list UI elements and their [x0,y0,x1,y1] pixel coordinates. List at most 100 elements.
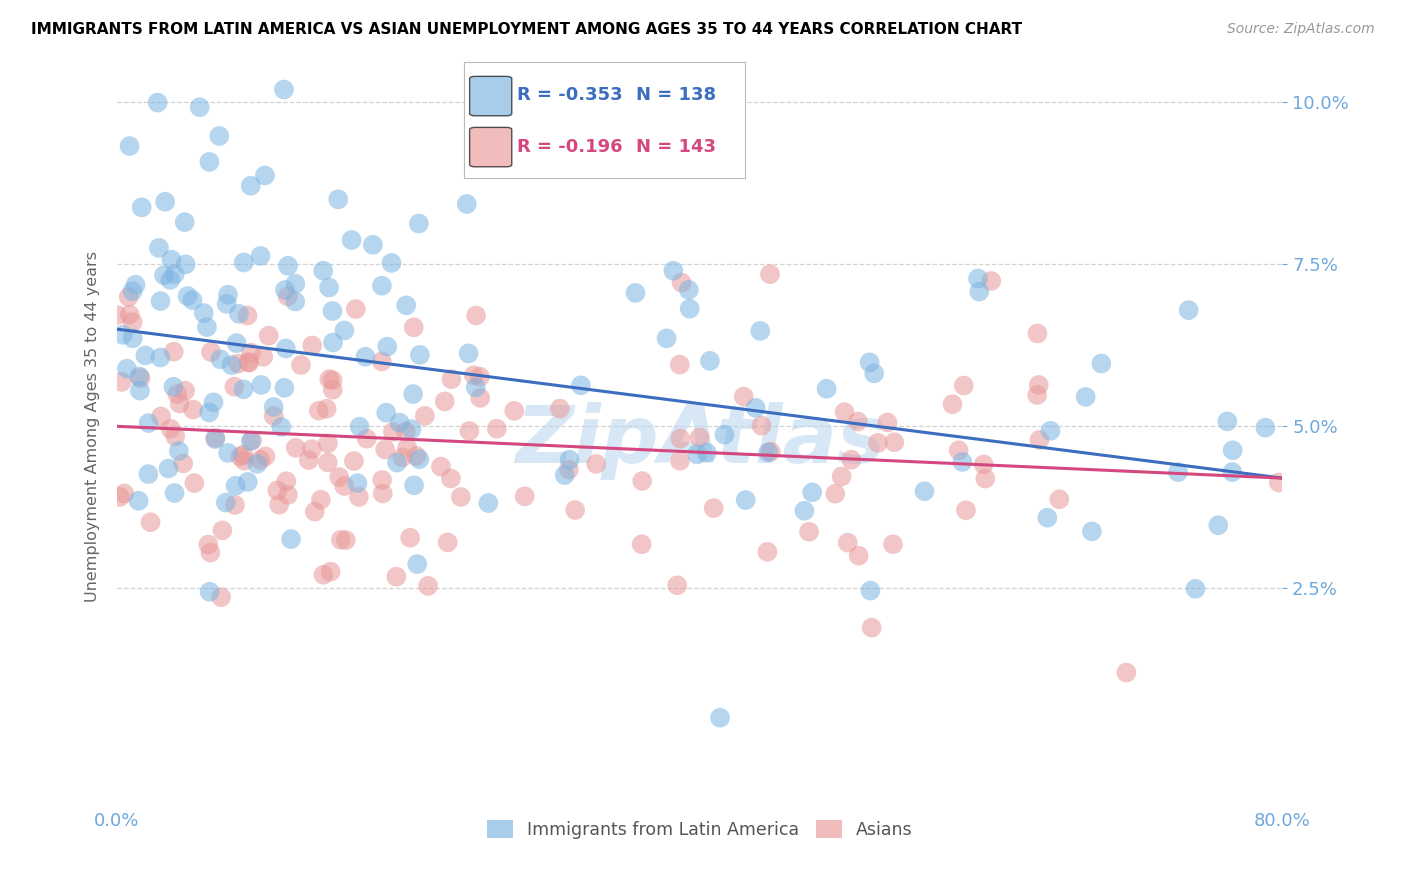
Point [831,469,853,483]
Point [759,267,782,281]
Point [112,486,135,500]
Point [200,546,222,560]
Point [749,324,772,338]
Text: Source: ZipAtlas.com: Source: ZipAtlas.com [1227,22,1375,37]
Point [202,395,225,409]
Point [274,283,297,297]
Point [343,454,366,468]
Point [162,380,184,394]
Point [111,327,134,342]
Point [221,358,243,372]
Point [153,268,176,283]
Point [238,356,260,370]
Point [159,422,181,436]
Point [1222,443,1244,458]
Point [678,283,700,297]
Point [408,217,430,231]
Point [669,454,692,468]
Point [253,169,276,183]
Point [655,331,678,345]
Point [405,449,427,463]
Point [209,590,232,604]
Point [249,453,271,467]
Point [354,350,377,364]
Point [163,486,186,500]
Point [744,401,766,415]
Point [914,484,936,499]
Point [630,537,652,551]
Point [333,479,356,493]
Point [669,432,692,446]
Point [129,371,152,385]
Point [361,237,384,252]
Point [409,348,432,362]
Point [349,419,371,434]
Point [298,453,321,467]
Point [1081,524,1104,539]
Point [866,436,889,450]
Point [824,487,846,501]
Point [121,284,143,298]
Point [150,409,173,424]
Point [952,378,974,392]
Point [837,535,859,549]
Point [181,293,204,307]
Point [404,478,426,492]
Point [198,154,221,169]
Point [266,483,288,498]
Point [149,293,172,308]
Point [188,100,211,114]
Point [252,350,274,364]
Point [1268,475,1291,490]
Point [118,308,141,322]
Point [666,578,689,592]
Point [108,490,131,504]
Point [416,579,439,593]
Point [172,457,194,471]
Point [239,178,262,193]
Point [665,82,688,96]
Point [406,557,429,571]
Point [284,441,307,455]
Point [941,397,963,411]
Point [239,434,262,449]
Point [146,95,169,110]
Point [848,549,870,563]
Point [756,445,779,459]
Point [356,432,378,446]
Point [138,467,160,482]
Point [217,287,239,301]
Point [679,301,702,316]
Point [250,378,273,392]
Point [375,340,398,354]
Point [371,354,394,368]
Point [284,294,307,309]
Point [131,200,153,214]
Point [277,289,299,303]
Point [980,274,1002,288]
Point [211,524,233,538]
Point [457,346,479,360]
Point [193,306,215,320]
Point [1047,492,1070,507]
Point [699,354,721,368]
Point [174,257,197,271]
Point [273,82,295,96]
Point [308,403,330,417]
Point [176,289,198,303]
Point [456,197,478,211]
Point [128,493,150,508]
Point [468,369,491,384]
Point [883,435,905,450]
Point [290,358,312,372]
Point [138,416,160,430]
Point [322,383,344,397]
Point [236,475,259,489]
Point [316,455,339,469]
Text: R = -0.353: R = -0.353 [517,87,623,104]
Point [166,387,188,401]
Point [671,276,693,290]
Point [440,372,463,386]
Point [319,565,342,579]
Point [558,462,581,476]
